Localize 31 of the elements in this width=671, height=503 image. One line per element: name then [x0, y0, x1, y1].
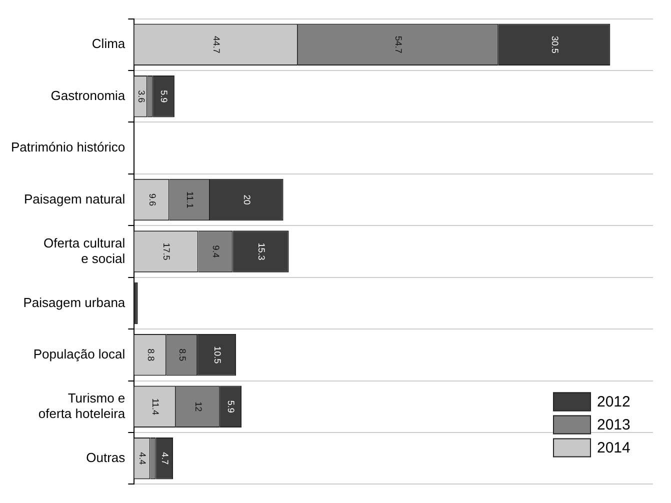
y-tick-label: Turismo e oferta hoteleira: [38, 390, 126, 422]
data-label: 3.6: [136, 90, 146, 103]
data-label: 20: [242, 194, 252, 205]
legend-label: 2014: [597, 439, 630, 456]
y-tick-label: Gastronomia: [50, 88, 126, 103]
data-label: 4.4: [138, 452, 148, 465]
legend-label: 2012: [597, 393, 630, 410]
data-label: 10.5: [212, 346, 222, 364]
data-label: 17.5: [162, 242, 172, 260]
data-label: 5.9: [159, 90, 170, 103]
y-tick-label: Património histórico: [11, 140, 126, 155]
y-tick-label: População local: [33, 346, 126, 362]
data-label: 9.6: [147, 194, 158, 206]
data-label: 9.4: [211, 245, 222, 258]
data-label: 11.4: [150, 398, 161, 416]
y-tick-label: Paisagem natural: [24, 191, 126, 206]
data-label: 12: [193, 402, 204, 412]
y-tick-label: Outras: [86, 450, 126, 465]
data-label: 4.7: [160, 452, 170, 465]
y-tick-label: Oferta cultural e social: [44, 235, 126, 266]
data-label: 8.5: [177, 348, 188, 362]
data-label: 8.8: [146, 348, 156, 362]
y-tick-label: Clima: [92, 36, 126, 52]
y-tick-label: Paisagem urbana: [23, 294, 126, 310]
data-label: 15.3: [256, 242, 266, 260]
data-label: 5.9: [226, 400, 236, 413]
data-label: 54.7: [394, 36, 404, 54]
legend-label: 2013: [597, 416, 630, 434]
data-label: 11.1: [185, 191, 196, 208]
data-label: 44.7: [212, 36, 222, 54]
data-label: 30.5: [550, 36, 560, 54]
